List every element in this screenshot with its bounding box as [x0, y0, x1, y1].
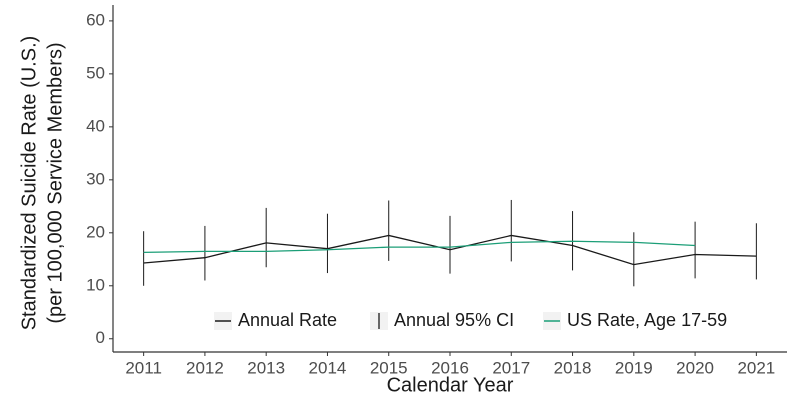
y-axis-title: Standardized Suicide Rate (U.S.) [18, 36, 40, 331]
x-tick-label: 2014 [309, 358, 347, 377]
x-tick-label: 2019 [615, 358, 653, 377]
x-tick-label: 2021 [737, 358, 775, 377]
line [143, 240, 696, 254]
y-tick-label: 60 [86, 10, 105, 29]
x-tick-label: 2012 [186, 358, 224, 377]
legend-label: US Rate, Age 17-59 [567, 310, 727, 330]
x-tick-label: 2017 [492, 358, 530, 377]
y-tick-label: 40 [86, 116, 105, 135]
y-axis-title: (per 100,000 Service Members) [44, 42, 66, 323]
x-tick-label: 2020 [676, 358, 714, 377]
legend-label: Annual Rate [238, 310, 337, 330]
x-tick-label: 2011 [125, 358, 162, 377]
x-tick-label: 2018 [554, 358, 592, 377]
y-tick-label: 20 [86, 222, 105, 241]
legend-label: Annual 95% CI [394, 310, 514, 330]
y-tick-label: 50 [86, 63, 105, 82]
y-tick-label: 0 [96, 328, 105, 347]
x-tick-label: 2013 [247, 358, 285, 377]
y-tick-label: 10 [86, 275, 105, 294]
x-tick-label: 2016 [431, 358, 469, 377]
x-axis-title: Calendar Year [387, 374, 514, 396]
x-tick-label: 2015 [370, 358, 408, 377]
y-tick-label: 30 [86, 169, 105, 188]
